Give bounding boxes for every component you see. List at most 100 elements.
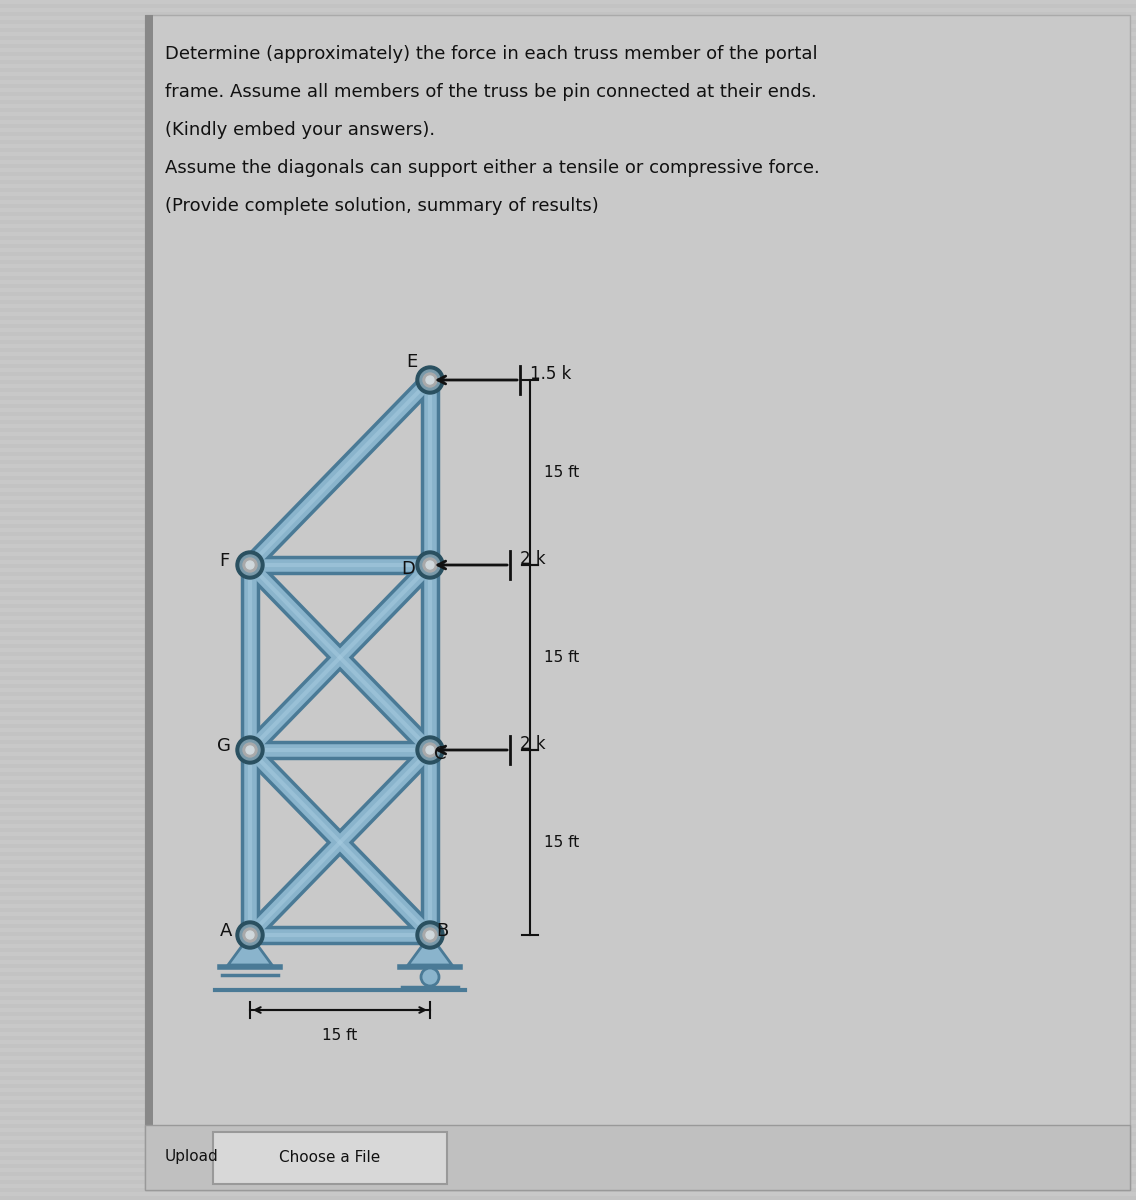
Bar xyxy=(0,972,1136,976)
Bar xyxy=(0,204,1136,208)
Circle shape xyxy=(416,551,444,578)
Bar xyxy=(0,716,1136,720)
Bar xyxy=(0,724,1136,728)
Bar xyxy=(0,28,1136,32)
Bar xyxy=(0,956,1136,960)
Text: Upload: Upload xyxy=(165,1150,219,1164)
Bar xyxy=(0,1148,1136,1152)
Bar xyxy=(0,772,1136,776)
Bar xyxy=(0,1140,1136,1144)
Bar xyxy=(0,868,1136,872)
Text: D: D xyxy=(401,560,415,578)
Text: G: G xyxy=(217,737,231,755)
Bar xyxy=(0,988,1136,992)
Bar xyxy=(0,652,1136,656)
Circle shape xyxy=(236,551,264,578)
Circle shape xyxy=(423,743,437,757)
Bar xyxy=(0,100,1136,104)
Bar xyxy=(0,188,1136,192)
Bar xyxy=(0,556,1136,560)
Bar xyxy=(0,748,1136,752)
Bar xyxy=(0,172,1136,176)
Circle shape xyxy=(240,740,260,760)
Circle shape xyxy=(247,931,254,938)
FancyBboxPatch shape xyxy=(214,1132,446,1184)
Bar xyxy=(0,140,1136,144)
Text: frame. Assume all members of the truss be pin connected at their ends.: frame. Assume all members of the truss b… xyxy=(165,83,817,101)
Bar xyxy=(0,964,1136,968)
Bar xyxy=(0,332,1136,336)
Bar xyxy=(0,268,1136,272)
Bar xyxy=(0,540,1136,544)
Bar xyxy=(0,948,1136,952)
Circle shape xyxy=(416,922,444,949)
Bar xyxy=(0,892,1136,896)
Text: (Kindly embed your answers).: (Kindly embed your answers). xyxy=(165,121,435,139)
Bar xyxy=(0,76,1136,80)
Bar xyxy=(0,676,1136,680)
Bar xyxy=(0,444,1136,448)
Bar xyxy=(0,1124,1136,1128)
Bar xyxy=(0,1084,1136,1088)
Bar xyxy=(0,300,1136,304)
Bar xyxy=(0,308,1136,312)
Bar xyxy=(0,156,1136,160)
Circle shape xyxy=(426,376,434,384)
Bar xyxy=(145,1126,1130,1190)
Bar xyxy=(0,52,1136,56)
Circle shape xyxy=(236,922,264,949)
Bar xyxy=(0,12,1136,16)
Bar xyxy=(0,404,1136,408)
Bar xyxy=(0,428,1136,432)
Bar xyxy=(0,636,1136,640)
Bar xyxy=(0,460,1136,464)
Text: (Provide complete solution, summary of results): (Provide complete solution, summary of r… xyxy=(165,197,599,215)
Text: 15 ft: 15 ft xyxy=(544,650,579,665)
Text: F: F xyxy=(219,552,229,570)
Circle shape xyxy=(426,746,434,754)
Bar xyxy=(0,596,1136,600)
Text: C: C xyxy=(434,745,446,763)
Bar xyxy=(0,68,1136,72)
Bar xyxy=(0,1068,1136,1072)
Circle shape xyxy=(243,743,257,757)
Bar xyxy=(0,692,1136,696)
Bar xyxy=(0,108,1136,112)
Bar xyxy=(0,836,1136,840)
Bar xyxy=(0,756,1136,760)
Bar xyxy=(0,884,1136,888)
Bar xyxy=(0,396,1136,400)
Bar xyxy=(0,708,1136,712)
Bar xyxy=(0,348,1136,352)
Bar xyxy=(0,484,1136,488)
Bar xyxy=(0,284,1136,288)
Bar xyxy=(0,780,1136,784)
Bar xyxy=(0,1188,1136,1192)
Bar xyxy=(0,852,1136,856)
Circle shape xyxy=(420,554,440,575)
Bar xyxy=(0,908,1136,912)
Circle shape xyxy=(426,560,434,569)
Bar xyxy=(0,796,1136,800)
Bar xyxy=(0,532,1136,536)
Bar xyxy=(0,900,1136,904)
Bar xyxy=(145,14,1130,1190)
Bar xyxy=(0,372,1136,376)
Circle shape xyxy=(416,736,444,764)
Bar xyxy=(0,588,1136,592)
Bar xyxy=(0,324,1136,328)
Bar xyxy=(0,492,1136,496)
Bar xyxy=(0,1012,1136,1016)
Bar xyxy=(0,1028,1136,1032)
Bar xyxy=(0,620,1136,624)
Bar xyxy=(0,364,1136,368)
Bar xyxy=(0,828,1136,832)
Bar xyxy=(0,220,1136,224)
Bar xyxy=(0,1092,1136,1096)
Text: 15 ft: 15 ft xyxy=(544,464,579,480)
Bar xyxy=(0,252,1136,256)
Bar xyxy=(0,980,1136,984)
Bar xyxy=(0,844,1136,848)
Bar xyxy=(0,500,1136,504)
Text: E: E xyxy=(407,353,418,371)
